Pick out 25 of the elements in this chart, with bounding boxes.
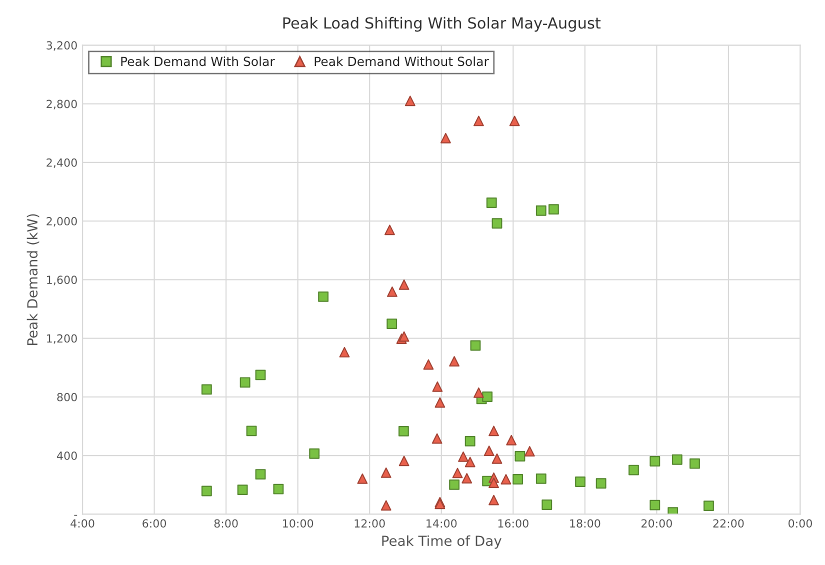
y-tick-label: 800 xyxy=(57,392,77,402)
x-tick-label: 6:00 xyxy=(142,519,166,528)
x-tick-label: 16:00 xyxy=(498,519,528,528)
y-tick-label: - xyxy=(74,514,78,516)
y-tick-label: 2,400 xyxy=(46,158,77,168)
legend-label: Peak Demand With Solar xyxy=(121,56,275,66)
y-tick-label: 400 xyxy=(56,452,77,460)
x-tick-label: 4:00 xyxy=(70,519,94,528)
chart-title: Peak Load Shifting With Solar May-August xyxy=(283,16,601,32)
legend-label: Peak Demand Without Solar xyxy=(314,56,489,66)
x-tick-label: 22:00 xyxy=(713,519,744,528)
y-tick-label: 2,800 xyxy=(46,100,77,110)
y-tick-label: 2,000 xyxy=(46,217,77,227)
x-tick-label: 20:00 xyxy=(642,519,672,528)
y-tick-label: 3,200 xyxy=(46,41,77,51)
y-tick-label: 1,600 xyxy=(47,276,77,286)
x-tick-label: 18:00 xyxy=(570,519,600,528)
y-tick-label: 1,200 xyxy=(47,334,77,344)
x-tick-label: 0:00 xyxy=(788,519,812,528)
y-axis-title: Peak Demand (kW) xyxy=(26,214,40,345)
x-tick-label: 14:00 xyxy=(426,519,457,528)
x-tick-label: 10:00 xyxy=(283,519,314,528)
x-tick-label: 8:00 xyxy=(214,519,238,528)
x-axis-title: Peak Time of Day xyxy=(382,535,502,549)
x-tick-label: 12:00 xyxy=(354,519,385,528)
